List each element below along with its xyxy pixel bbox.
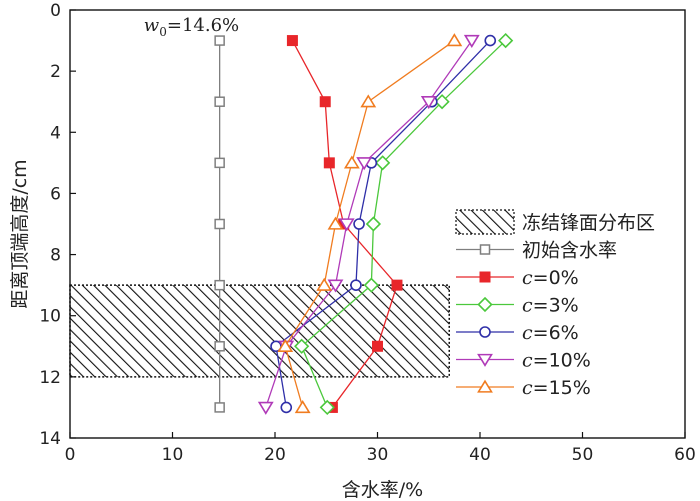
data-point [280, 401, 293, 414]
data-point [316, 277, 333, 291]
y-tick-label: 4 [50, 123, 61, 143]
data-point [214, 402, 225, 413]
x-tick-label: 50 [572, 445, 594, 465]
data-point [214, 157, 225, 169]
y-tick-label: 6 [50, 184, 61, 204]
data-point [214, 96, 225, 107]
legend-label: c=6% [522, 322, 579, 344]
legend-marker [477, 353, 493, 367]
annotation-w0: w0=14.6% [144, 15, 239, 39]
data-point [319, 96, 331, 108]
data-point [214, 279, 225, 291]
legend-label: c=3% [522, 295, 579, 317]
data-point [343, 155, 360, 169]
x-axis-title: 含水率/% [342, 479, 423, 501]
data-point [353, 218, 365, 230]
data-point [327, 279, 344, 293]
y-tick-label: 10 [39, 307, 61, 327]
data-point [374, 155, 391, 171]
data-point [350, 279, 362, 291]
data-point [257, 401, 274, 415]
x-tick-label: 0 [65, 445, 76, 465]
data-point [286, 35, 298, 47]
data-point [277, 338, 294, 352]
legend-marker [479, 271, 491, 283]
series-2 [294, 32, 514, 416]
legend-label: c=10% [522, 350, 591, 372]
data-point [214, 218, 225, 230]
data-point [497, 32, 514, 49]
frozen-front-region [69, 284, 450, 378]
data-point [319, 399, 335, 416]
legend-marker [477, 379, 493, 393]
data-point [420, 96, 437, 110]
x-tick-label: 20 [264, 445, 286, 465]
data-point [363, 277, 379, 293]
legend-label: 初始含水率 [522, 240, 617, 262]
x-tick-label: 60 [674, 445, 696, 465]
data-point [463, 34, 480, 48]
legend-swatch-region [455, 209, 515, 235]
legend-label: c=15% [522, 377, 591, 399]
x-tick-label: 40 [469, 445, 491, 465]
x-tick-label: 10 [162, 445, 184, 465]
y-tick-label: 2 [50, 62, 61, 82]
legend-marker [479, 326, 491, 338]
legend-label: 冻结锋面分布区 [522, 212, 655, 234]
data-point [446, 33, 463, 47]
x-tick-label: 30 [367, 445, 389, 465]
legend-marker [479, 244, 491, 255]
data-point [338, 218, 355, 232]
y-tick-label: 12 [39, 368, 61, 388]
y-tick-label: 0 [50, 1, 61, 21]
data-point [365, 216, 382, 232]
data-point [484, 34, 497, 47]
data-point [214, 35, 225, 46]
data-point [356, 157, 373, 171]
series-5 [277, 33, 463, 414]
data-point [391, 279, 403, 291]
y-tick-label: 14 [39, 429, 61, 449]
data-point [434, 94, 450, 110]
y-tick-label: 8 [50, 246, 61, 266]
data-point [294, 338, 310, 354]
legend-label: c=0% [522, 267, 579, 289]
legend-marker [477, 296, 493, 313]
data-point [327, 216, 344, 230]
series-0 [214, 35, 225, 413]
data-point [214, 341, 225, 352]
data-point [372, 340, 383, 352]
data-point [294, 400, 311, 414]
data-point [360, 94, 377, 108]
y-axis-title: 距离顶端高度/cm [9, 159, 31, 308]
data-point [323, 157, 335, 169]
